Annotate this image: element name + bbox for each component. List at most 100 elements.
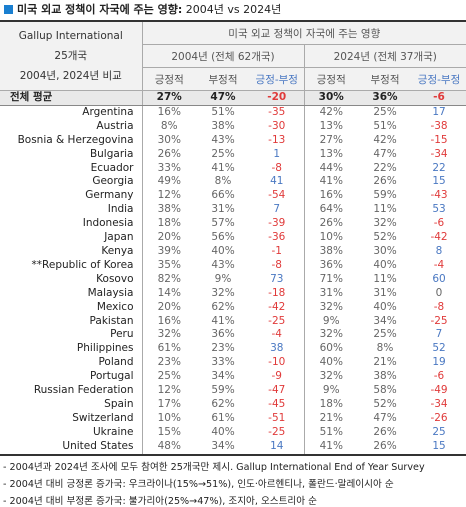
table-row: Mexico 20% 62% -42 32% 40% -8: [0, 300, 466, 315]
cell: 59%: [373, 189, 397, 202]
cell: 38%: [303, 244, 358, 259]
corner-line: 25개국: [54, 50, 88, 62]
cell: 14: [250, 439, 304, 456]
cell: 10%: [141, 411, 196, 426]
row-label: Ecuador: [90, 161, 134, 174]
cell: 47%: [373, 411, 397, 424]
cell: -8: [271, 258, 282, 271]
cell: 16%: [303, 189, 358, 204]
cell: -47: [268, 384, 286, 397]
table-row: Germany 12% 66% -54 16% 59% -43: [0, 189, 466, 204]
cell: 27%: [303, 133, 358, 148]
cell: 47%: [373, 147, 397, 160]
cell: 40%: [373, 258, 397, 271]
cell: 43%: [211, 258, 235, 271]
cell: 47%: [196, 90, 250, 106]
row-label: **Republic of Korea: [31, 258, 134, 271]
cell: -15: [430, 133, 448, 146]
table-row: **Republic of Korea 35% 43% -8 36% 40% -4: [0, 258, 466, 273]
cell: 53: [432, 203, 446, 216]
cell: 25%: [373, 105, 397, 118]
cell: 41%: [211, 314, 235, 327]
cell: -26: [430, 411, 448, 424]
cell: 52%: [373, 231, 397, 244]
cell: 36%: [303, 258, 358, 273]
table-body: 전체 평균 27% 47% -20 30% 36% -6 Argentina 16% 51% -35…: [0, 90, 466, 456]
table-row: Japan 20% 56% -36 10% 52% -42: [0, 231, 466, 245]
cell: 51%: [373, 119, 397, 132]
cell: 31%: [303, 286, 358, 301]
cell: -6: [412, 90, 466, 106]
cell: 34%: [373, 314, 397, 327]
group-header: 2024년 (전체 37개국): [303, 44, 466, 68]
title-main: 미국 외교 정책이 자국에 주는 영향:: [17, 3, 183, 16]
table: Gallup International 25개국 2004년, 2024년 비교 …: [0, 20, 466, 456]
group-header: 2004년 (전체 62개국): [141, 44, 304, 68]
cell: -35: [268, 105, 286, 118]
cell: 9%: [303, 314, 358, 329]
cell: 25%: [373, 328, 397, 341]
cell: 22%: [373, 161, 397, 174]
cell: -25: [268, 425, 286, 438]
cell: 41%: [303, 439, 358, 456]
row-label: Portugal: [90, 370, 134, 383]
cell: 41: [270, 175, 284, 188]
row-label: Poland: [98, 356, 134, 369]
cell: 44%: [303, 161, 358, 176]
row-label: Kosovo: [96, 272, 134, 285]
row-label: Malaysia: [87, 286, 134, 299]
row-label: Philippines: [76, 342, 134, 355]
cell: 61%: [141, 342, 196, 357]
row-label: 전체 평균: [0, 90, 142, 106]
cell: 60%: [303, 342, 358, 357]
cell: 42%: [303, 105, 358, 120]
cell: 8: [435, 244, 443, 257]
cell: 51%: [303, 425, 358, 440]
cell: 26%: [303, 217, 358, 232]
cell: 40%: [373, 300, 397, 313]
table-row: Indonesia 18% 57% -39 26% 32% -6: [0, 217, 466, 232]
cell: 14%: [141, 286, 196, 301]
cell: -36: [268, 231, 286, 244]
corner: Gallup International 25개국 2004년, 2024년 비교: [0, 20, 142, 91]
cell: 34%: [211, 370, 235, 383]
cell: -8: [271, 161, 282, 174]
cell: -45: [268, 397, 286, 410]
cell: 15%: [141, 425, 196, 440]
cell: 18%: [141, 217, 196, 232]
cell: 52: [432, 342, 446, 355]
table-row: Argentina 16% 51% -35 42% 25% 17: [0, 105, 466, 120]
cell: 20%: [141, 231, 196, 245]
table-row: Philippines 61% 23% 38 60% 8% 52: [0, 342, 466, 357]
cell: 56%: [211, 231, 235, 244]
title: 미국 외교 정책이 자국에 주는 영향: 2004년 vs 2024년: [0, 0, 466, 20]
cell: 9%: [214, 272, 232, 285]
cell: 40%: [211, 425, 235, 438]
cell: -42: [430, 231, 448, 244]
cell: -18: [268, 286, 286, 299]
cell: -43: [430, 189, 448, 202]
table-row: Pakistan 16% 41% -25 9% 34% -25: [0, 314, 466, 329]
corner-line: 2004년, 2024년 비교: [19, 70, 122, 82]
cell: -4: [271, 328, 282, 341]
cell: 60: [432, 272, 446, 285]
cell: 11%: [373, 272, 397, 285]
row-label: Austria: [96, 119, 134, 132]
row-label: Germany: [85, 189, 134, 202]
cell: 15: [432, 175, 446, 188]
column-header: 긍정적: [141, 67, 196, 91]
row-label: Indonesia: [82, 217, 134, 230]
cell: 25%: [211, 147, 235, 160]
cell: 26%: [373, 425, 397, 438]
cell: 32%: [211, 286, 235, 299]
cell: 7: [435, 328, 443, 341]
table-row: Peru 32% 36% -4 32% 25% 7: [0, 328, 466, 343]
table-row: United States 48% 34% 14 41% 26% 15: [0, 439, 466, 456]
cell: 21%: [303, 411, 358, 426]
cell: 17: [432, 105, 446, 118]
cell: 39%: [141, 244, 196, 259]
cell: 36%: [211, 328, 235, 341]
cell: 38%: [373, 370, 397, 383]
cell: 20%: [141, 300, 196, 315]
